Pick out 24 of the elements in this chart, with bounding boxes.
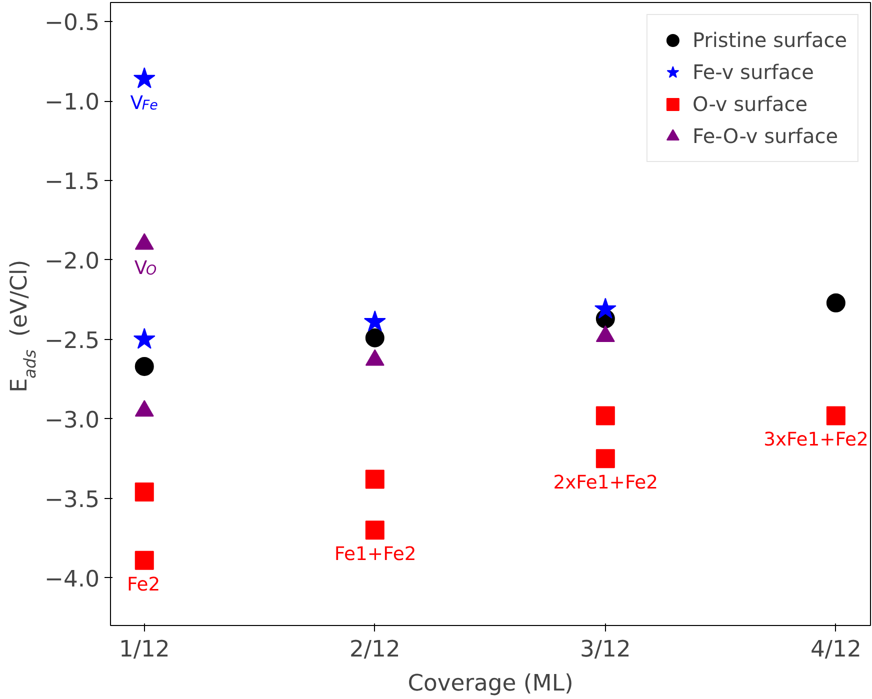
y-tick-label: −3.0 [44,407,100,434]
annotation: 2xFe1+Fe2 [553,472,658,494]
x-axis-title: Coverage (ML) [408,670,574,696]
y-axis-title: Eads (eV/Cl) [6,260,40,393]
y-tick-label: −4.0 [44,566,100,592]
annotation: Fe2 [126,574,160,596]
y-tick-label: −2.5 [44,328,100,354]
legend-label: Fe-v surface [692,60,814,84]
y-tick-label: −0.5 [44,10,100,36]
y-tick-label: −1.0 [44,90,100,116]
annotation: VO [134,258,158,280]
y-tick-label: −1.5 [44,169,100,195]
annotation: Fe1+Fe2 [334,544,416,566]
y-tick-label: −3.5 [44,486,100,513]
y-tick-label: −2.0 [44,248,100,274]
annotation: 3xFe1+Fe2 [764,430,868,451]
legend-label: O-v surface [692,92,808,116]
x-tick-label: 1/12 [118,636,170,662]
x-tick-label: 2/12 [349,636,400,662]
annotation: VFe [130,92,158,114]
legend-label: Pristine surface [692,28,847,52]
x-tick-label: 4/12 [810,636,862,662]
x-tick-label: 3/12 [580,636,631,662]
legend-label: Fe-O-v surface [692,124,838,148]
